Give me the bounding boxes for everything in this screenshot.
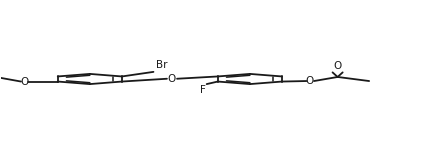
Text: Br: Br <box>156 60 167 70</box>
Text: O: O <box>168 74 176 84</box>
Text: F: F <box>200 85 206 95</box>
Text: O: O <box>306 76 314 86</box>
Text: O: O <box>334 61 342 71</box>
Text: O: O <box>20 76 28 87</box>
